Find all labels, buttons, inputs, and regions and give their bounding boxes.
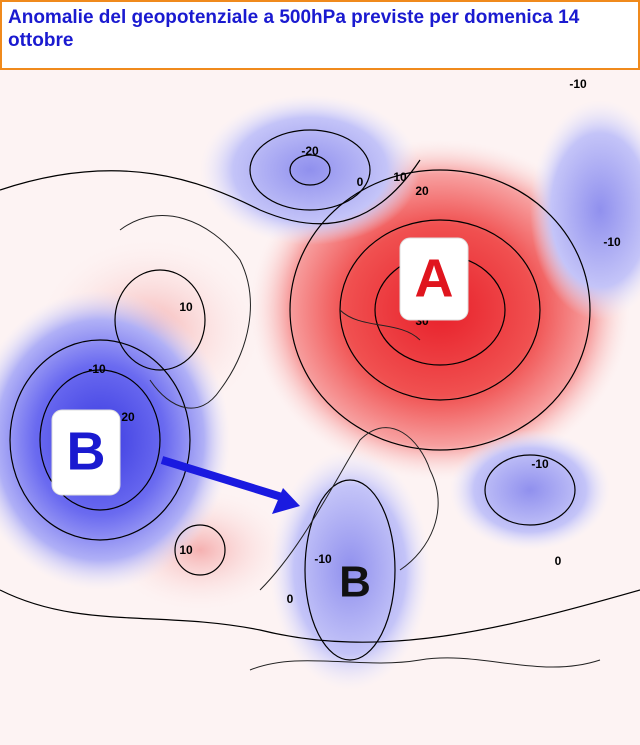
map: -10 -20 0 10 20 -10 10 -10 20 30 -10 10 … xyxy=(0,70,640,745)
high-pressure: A xyxy=(399,237,469,321)
contour-label: -10 xyxy=(531,457,549,471)
contour-label: -10 xyxy=(603,235,621,249)
contour-label: 0 xyxy=(287,592,294,606)
pressure-label: B xyxy=(339,558,371,607)
contour-label: 20 xyxy=(415,184,429,198)
label-box xyxy=(399,237,469,321)
label-box xyxy=(51,409,121,496)
contour-label: 10 xyxy=(179,543,193,557)
pressure-label: B xyxy=(67,421,106,481)
header: Anomalie del geopotenziale a 500hPa prev… xyxy=(0,0,640,70)
arrow xyxy=(160,456,300,514)
low-pressure: B B xyxy=(51,409,371,607)
title: Anomalie del geopotenziale a 500hPa prev… xyxy=(8,7,580,51)
contour-labels: -10 -20 0 10 20 -10 10 -10 20 30 -10 10 … xyxy=(88,77,621,606)
contour-label: 0 xyxy=(555,554,562,568)
contour-label: -10 xyxy=(569,77,587,91)
pressure-label: A xyxy=(415,248,454,308)
coastlines xyxy=(119,215,601,671)
contour-label: 20 xyxy=(121,410,135,424)
contour-label: -10 xyxy=(88,362,106,376)
contour-label: -20 xyxy=(301,144,319,158)
contour-label: 0 xyxy=(357,175,364,189)
contour-label: -10 xyxy=(314,552,332,566)
contour-label: 10 xyxy=(393,170,407,184)
contour-label: 10 xyxy=(179,300,193,314)
